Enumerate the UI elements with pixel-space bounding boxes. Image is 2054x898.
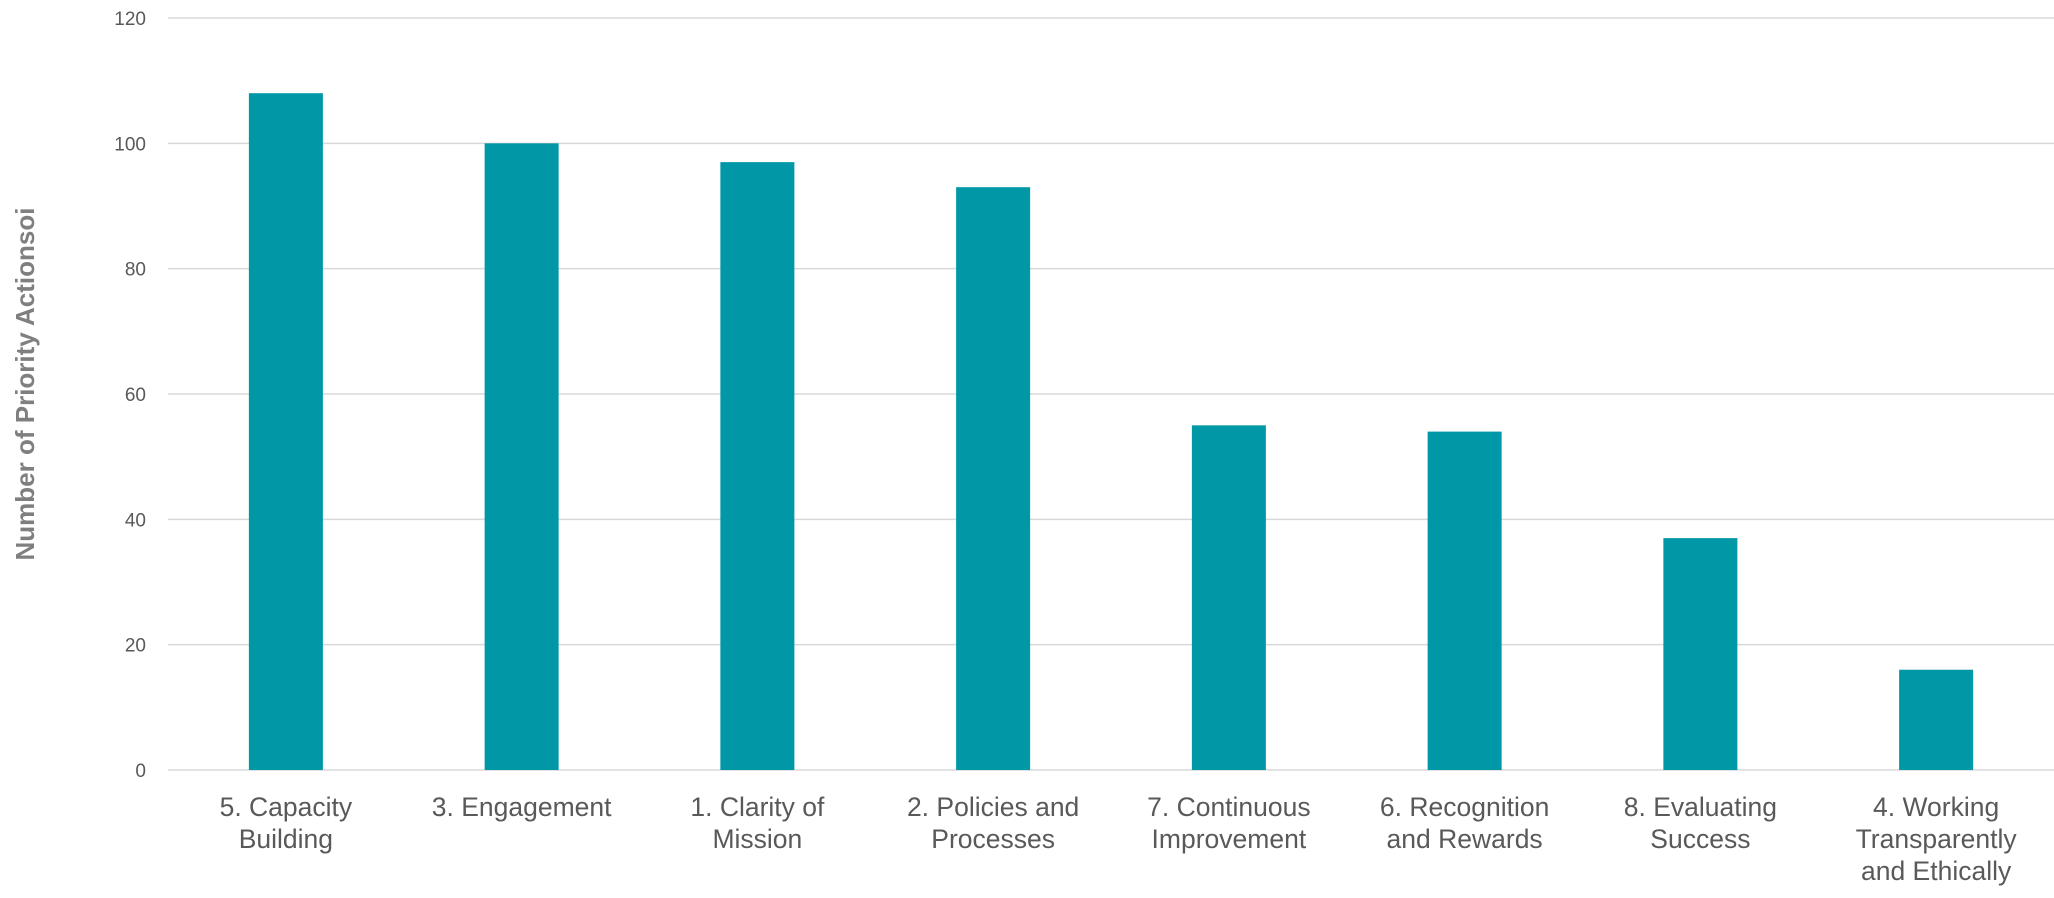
bar <box>1191 425 1266 770</box>
x-category-label-line: Success <box>1650 824 1750 854</box>
y-tick-label: 100 <box>114 134 146 155</box>
x-category-label: 4. Working Transparently and Ethically <box>1856 792 2018 886</box>
x-category-label: 6. Recognition and Rewards <box>1380 792 1549 854</box>
bar <box>1427 431 1502 770</box>
y-axis-ticks: 0 20 40 60 80 100 120 <box>114 9 146 782</box>
x-category-label-line: 2. Policies and <box>907 792 1079 822</box>
bar <box>720 162 795 771</box>
y-tick-label: 80 <box>125 260 146 281</box>
x-category-label-line: Mission <box>712 824 802 854</box>
x-category-label-line: 3. Engagement <box>432 792 612 822</box>
x-category-label-line: Processes <box>931 824 1055 854</box>
bars <box>248 93 1974 771</box>
x-category-label-line: and Rewards <box>1387 824 1543 854</box>
x-category-label: 5. Capacity Building <box>220 792 353 854</box>
gridlines <box>168 17 2054 771</box>
x-category-label-line: Building <box>239 824 333 854</box>
x-category-label-line: 7. Continuous <box>1147 792 1311 822</box>
x-category-label-line: 8. Evaluating <box>1624 792 1777 822</box>
x-category-label: 3. Engagement <box>432 792 612 822</box>
bar <box>956 187 1031 770</box>
y-tick-label: 0 <box>135 761 146 782</box>
x-category-label-line: and Ethically <box>1861 856 2012 886</box>
x-category-label: 2. Policies and Processes <box>907 792 1079 854</box>
x-axis-category-labels: 5. Capacity Building 3. Engagement 1. Clari… <box>220 792 2018 886</box>
y-tick-label: 20 <box>125 636 146 657</box>
x-category-label-line: Improvement <box>1152 824 1307 854</box>
x-category-label-line: 1. Clarity of <box>690 792 825 822</box>
x-category-label-line: 5. Capacity <box>220 792 353 822</box>
x-category-label: 8. Evaluating Success <box>1624 792 1777 854</box>
x-category-label-line: Transparently <box>1856 824 2018 854</box>
y-axis-title: Number of Priority Actionsoi <box>10 208 40 561</box>
bar <box>248 93 323 770</box>
y-tick-label: 40 <box>125 510 146 531</box>
x-category-label-line: 6. Recognition <box>1380 792 1549 822</box>
bar <box>1663 538 1738 770</box>
bar <box>484 143 559 771</box>
x-category-label: 1. Clarity of Mission <box>690 792 825 854</box>
bar <box>1899 669 1974 770</box>
x-category-label: 7. Continuous Improvement <box>1147 792 1311 854</box>
x-category-label-line: 4. Working <box>1873 792 1999 822</box>
y-tick-label: 60 <box>125 385 146 406</box>
y-tick-label: 120 <box>114 9 146 30</box>
